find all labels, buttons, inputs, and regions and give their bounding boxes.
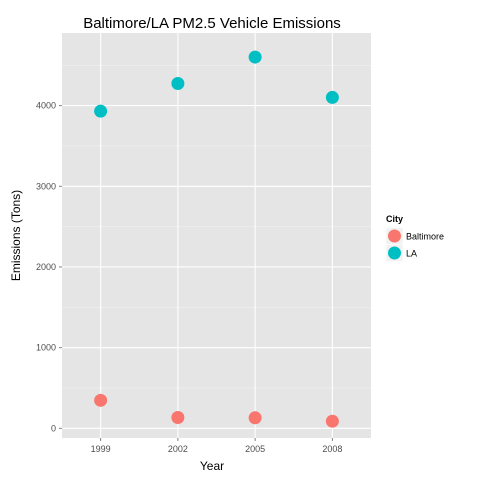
point-la xyxy=(325,90,339,104)
point-la xyxy=(248,50,262,64)
x-tick-label: 2002 xyxy=(168,444,188,454)
point-baltimore xyxy=(94,393,108,407)
chart-title: Baltimore/LA PM2.5 Vehicle Emissions xyxy=(83,15,341,32)
x-tick-label: 1999 xyxy=(91,444,111,454)
point-baltimore xyxy=(325,414,339,428)
y-axis-title: Emissions (Tons) xyxy=(9,190,23,281)
x-tick-label: 2005 xyxy=(245,444,265,454)
x-axis-ticks: 1999 2002 2005 2008 xyxy=(91,438,342,454)
legend-label-baltimore: Baltimore xyxy=(406,232,444,242)
y-tick-label: 0 xyxy=(51,423,56,433)
minor-gridlines xyxy=(62,64,371,389)
legend: City Baltimore LA xyxy=(385,214,444,262)
y-tick-label: 1000 xyxy=(36,343,56,353)
y-tick-label: 3000 xyxy=(36,181,56,191)
x-tick-label: 2008 xyxy=(322,444,342,454)
data-points xyxy=(94,50,339,428)
point-la xyxy=(171,77,185,91)
point-baltimore xyxy=(248,411,262,425)
legend-key-baltimore xyxy=(388,229,401,243)
legend-key-la xyxy=(388,246,401,260)
y-axis-ticks: 0 1000 2000 3000 4000 xyxy=(36,101,62,433)
point-baltimore xyxy=(171,410,185,424)
plot-panel xyxy=(62,33,371,438)
point-la xyxy=(94,104,108,118)
y-tick-label: 2000 xyxy=(36,262,56,272)
x-axis-title: Year xyxy=(200,459,224,473)
legend-label-la: LA xyxy=(406,249,417,259)
legend-title: City xyxy=(386,214,403,224)
y-tick-label: 4000 xyxy=(36,101,56,111)
